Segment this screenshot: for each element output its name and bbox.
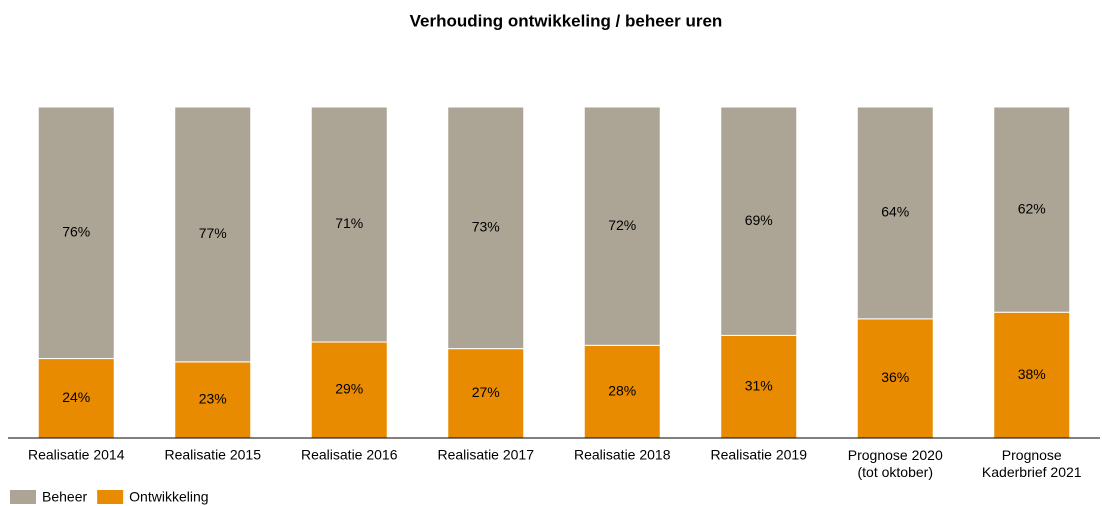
chart-title: Verhouding ontwikkeling / beheer uren <box>410 11 723 30</box>
bar-segment <box>310 341 388 439</box>
x-tick-label: Realisatie 2018 <box>574 447 671 463</box>
x-tick-label: Realisatie 2017 <box>437 447 534 463</box>
legend-label: Beheer <box>42 489 87 505</box>
x-tick-label: Realisatie 2014 <box>28 447 125 463</box>
bar-segment <box>720 334 798 439</box>
data-label: 38% <box>1018 366 1046 382</box>
x-tick-label: Prognose Kaderbrief 2021 <box>982 447 1082 480</box>
bar-segment <box>720 106 798 336</box>
x-tick-label: Prognose 2020 (tot oktober) <box>848 447 943 480</box>
data-label: 31% <box>745 377 773 393</box>
data-label: 77% <box>199 225 227 241</box>
bar-segment <box>993 311 1071 439</box>
bar-segment <box>37 358 115 439</box>
legend-label: Ontwikkeling <box>129 489 208 505</box>
x-tick-label: Realisatie 2016 <box>301 447 398 463</box>
bar-segment <box>174 106 252 363</box>
data-label: 72% <box>608 217 636 233</box>
data-label: 27% <box>472 384 500 400</box>
data-label: 73% <box>472 219 500 235</box>
x-tick-label: Realisatie 2015 <box>164 447 261 463</box>
data-label: 23% <box>199 391 227 407</box>
data-label: 28% <box>608 382 636 398</box>
bar-segment <box>447 106 525 350</box>
data-label: 29% <box>335 381 363 397</box>
legend-swatch <box>10 490 36 504</box>
bar-segment <box>583 106 661 346</box>
data-label: 76% <box>62 223 90 239</box>
x-tick-label: Realisatie 2019 <box>710 447 807 463</box>
bar-segment <box>856 318 934 439</box>
bar-segment <box>37 106 115 360</box>
bar-segment <box>993 106 1071 313</box>
bar-segment <box>310 106 388 343</box>
data-label: 24% <box>62 389 90 405</box>
bar-segment <box>856 106 934 320</box>
data-label: 62% <box>1018 200 1046 216</box>
legend-swatch <box>97 490 124 504</box>
data-label: 64% <box>881 204 909 220</box>
data-label: 69% <box>745 212 773 228</box>
data-label: 71% <box>335 215 363 231</box>
data-label: 36% <box>881 369 909 385</box>
